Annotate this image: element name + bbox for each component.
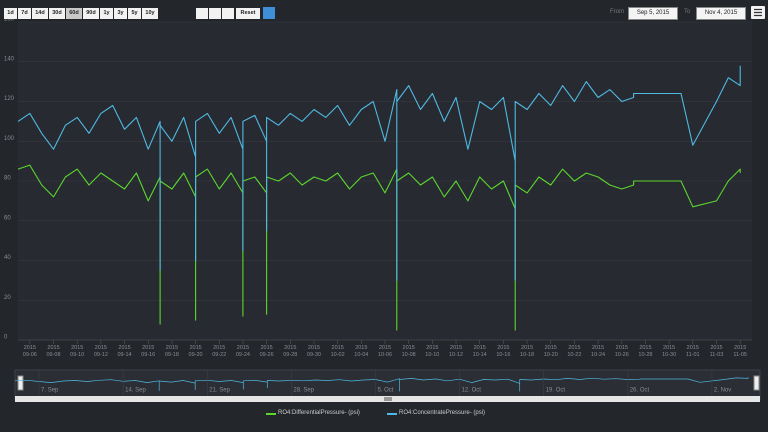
range-button[interactable]: 14d — [32, 8, 48, 19]
x-tick-label: 2015 10-28 — [638, 345, 653, 358]
y-tick-label: 0 — [4, 335, 8, 341]
navigator — [14, 369, 761, 401]
x-tick-label: 2015 10-06 — [377, 345, 393, 358]
x-tick-label: 2015 10-08 — [401, 345, 416, 358]
y-tick-label: 40 — [4, 255, 11, 261]
x-tick-label: 2015 11-03 — [709, 345, 724, 358]
y-tick-label: 100 — [4, 136, 15, 142]
y-tick-label: 80 — [4, 176, 11, 182]
x-tick-label: 2015 10-24 — [591, 345, 606, 358]
zoom-button[interactable] — [222, 8, 234, 19]
y-tick-label: 60 — [4, 215, 11, 221]
x-tick-label: 2015 10-30 — [662, 345, 677, 358]
x-tick-label: 2015 09-12 — [93, 345, 108, 358]
legend-item[interactable]: RO4:DifferentialPressure- (psi) — [278, 410, 360, 416]
from-label: From — [610, 9, 624, 15]
range-button[interactable]: 7d — [18, 8, 31, 19]
x-tick-label: 2015 10-10 — [425, 345, 440, 358]
range-button[interactable]: 5y — [128, 8, 141, 19]
zoom-button[interactable] — [209, 8, 221, 19]
icon-buttons — [196, 6, 765, 19]
x-tick-label: 2015 10-04 — [354, 345, 369, 358]
x-tick-label: 2015 09-22 — [212, 345, 227, 358]
x-tick-label: 2015 09-18 — [164, 345, 179, 358]
x-tick-label: 2015 10-18 — [520, 345, 535, 358]
x-tick-label: 2015 09-20 — [188, 345, 203, 358]
range-button[interactable]: 30d — [49, 8, 65, 19]
series-line — [17, 65, 741, 281]
navigator-tick-label: 26. Oct — [630, 388, 650, 394]
zoom-button[interactable] — [196, 8, 208, 19]
x-tick-label: 2015 10-12 — [448, 345, 464, 358]
x-tick-label: 2015 09-06 — [22, 345, 37, 358]
x-tick-label: 2015 11-01 — [685, 345, 700, 358]
range-button[interactable]: 90d — [83, 8, 99, 19]
to-input[interactable]: Nov 4, 2015 — [696, 7, 746, 20]
x-tick-label: 2015 09-26 — [259, 345, 274, 358]
x-tick-label: 2015 09-30 — [306, 345, 321, 358]
navigator-tick-label: 21. Sep — [209, 388, 230, 394]
from-input[interactable]: Sep 5, 2015 — [628, 7, 678, 20]
export-button[interactable] — [263, 7, 275, 19]
x-tick-label: 2015 09-28 — [283, 345, 298, 358]
y-tick-label: 20 — [4, 295, 11, 301]
navigator-handle[interactable] — [17, 375, 24, 391]
y-tick-label: 120 — [4, 96, 15, 102]
series-line — [17, 164, 741, 331]
range-button[interactable]: 1d — [4, 8, 17, 19]
reset-button[interactable]: Reset — [236, 8, 260, 19]
navigator-tick-label: 5. Oct — [377, 388, 393, 394]
navigator-tick-label: 2. Nov — [714, 388, 731, 394]
x-tick-label: 2015 11-05 — [733, 345, 747, 358]
range-button[interactable]: 3y — [114, 8, 127, 19]
x-tick-label: 2015 10-20 — [543, 345, 558, 358]
x-tick-label: 2015 10-02 — [330, 345, 345, 358]
navigator-tick-label: 7. Sep — [41, 388, 59, 394]
legend-item[interactable]: RO4:ConcentratePressure- (psi) — [399, 410, 486, 416]
x-tick-label: 2015 09-10 — [70, 345, 85, 358]
range-button[interactable]: 60d — [66, 8, 82, 19]
x-tick-label: 2015 09-24 — [235, 345, 250, 358]
x-tick-label: 2015 09-08 — [46, 345, 61, 358]
y-tick-label: 160 — [4, 17, 15, 23]
x-tick-label: 2015 10-14 — [472, 345, 487, 358]
navigator-handle[interactable] — [753, 375, 760, 391]
x-tick-label: 2015 10-22 — [567, 345, 582, 358]
x-tick-label: 2015 09-14 — [117, 345, 132, 358]
to-label: To — [684, 9, 691, 15]
x-tick-label: 2015 09-16 — [141, 345, 156, 358]
navigator-tick-label: 28. Sep — [293, 388, 314, 394]
navigator-tick-label: 19. Oct — [546, 388, 566, 394]
range-button[interactable]: 10y — [142, 8, 158, 19]
x-tick-label: 2015 10-16 — [496, 345, 511, 358]
x-tick-label: 2015 10-26 — [614, 345, 629, 358]
range-button[interactable]: 1y — [100, 8, 113, 19]
navigator-tick-label: 14. Sep — [125, 388, 146, 394]
navigator-series — [14, 377, 749, 392]
scrollbar-thumb[interactable] — [384, 397, 392, 401]
y-tick-label: 140 — [4, 56, 15, 62]
menu-icon — [754, 8, 762, 17]
navigator-tick-label: 12. Oct — [462, 388, 482, 394]
